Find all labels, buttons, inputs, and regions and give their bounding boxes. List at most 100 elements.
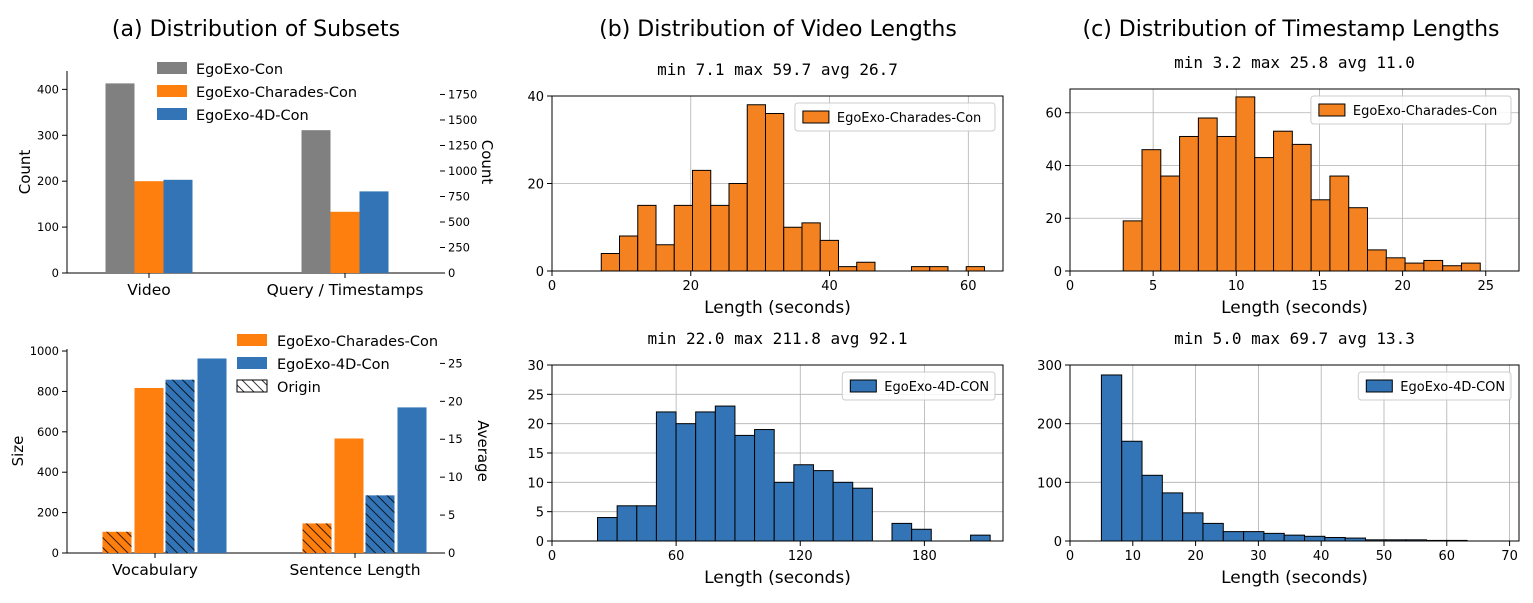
y-tick-label: 100 xyxy=(1037,476,1062,491)
chart-video-lengths-4d: min 22.0 max 211.8 avg 92.1 0 60 120 180 0 5 10… xyxy=(527,329,1004,588)
y-tick-label-right: 5 xyxy=(448,508,455,522)
legend-label: Origin xyxy=(277,380,321,396)
histogram-bar xyxy=(1304,535,1326,542)
legend-label: EgoExo-4D-Con xyxy=(196,108,309,124)
x-axis-label: Length (seconds) xyxy=(704,568,851,588)
y-tick-label: 200 xyxy=(1037,418,1062,433)
x-axis-label: Length (seconds) xyxy=(704,298,851,318)
bar xyxy=(334,438,364,553)
x-tick-label: 0 xyxy=(1066,549,1074,564)
y-tick-label: 0 xyxy=(52,546,59,560)
histogram-bar xyxy=(636,505,657,542)
histogram-bar xyxy=(1202,522,1224,542)
y-tick-label: 10 xyxy=(527,476,544,491)
histogram-bar xyxy=(1273,130,1293,272)
histogram-bar xyxy=(837,266,858,272)
histogram-bar xyxy=(1235,96,1256,272)
legend-swatch xyxy=(157,62,187,74)
y-tick-label: 600 xyxy=(37,425,59,439)
legend-swatch xyxy=(157,108,187,120)
legend-swatch xyxy=(1318,103,1346,117)
chart-timestamp-lengths-charades: min 3.2 max 25.8 avg 11.0 0 5 10 15 20 25 0 20 40… xyxy=(1045,53,1520,318)
histogram-bar xyxy=(773,481,795,542)
legend-swatch xyxy=(849,379,877,393)
histogram-bar xyxy=(852,487,873,542)
y-tick-label: 40 xyxy=(527,90,544,105)
x-tick-label: 60 xyxy=(1439,549,1456,564)
histogram-bar xyxy=(619,235,639,272)
histogram-bar xyxy=(616,505,638,542)
legend-swatch xyxy=(802,110,830,124)
histogram-bar xyxy=(1324,536,1346,542)
y-tick-label-right: 10 xyxy=(448,470,463,484)
x-tick-label: 0 xyxy=(1066,279,1074,294)
bar-hatch xyxy=(302,523,332,553)
x-axis-label: Length (seconds) xyxy=(1221,568,1368,588)
histogram-bar xyxy=(675,423,697,542)
histogram-bar xyxy=(692,169,712,272)
chart-subtitle: min 5.0 max 69.7 avg 13.3 xyxy=(1174,329,1415,348)
x-tick-label: 25 xyxy=(1477,279,1494,294)
y-tick-label-right: 1000 xyxy=(448,164,477,178)
x-tick-label: 40 xyxy=(1313,549,1330,564)
legend-swatch xyxy=(157,85,187,97)
x-tick-label: 20 xyxy=(1394,279,1411,294)
x-tick-label: 40 xyxy=(821,279,838,294)
x-tick-label: Vocabulary xyxy=(112,561,198,579)
y-axis-label-right: Count xyxy=(478,140,496,185)
plot-frame xyxy=(1069,88,1520,272)
chart-subtitle: min 22.0 max 211.8 avg 92.1 xyxy=(647,329,907,348)
y-tick-label-right: 15 xyxy=(448,432,463,446)
legend-swatch xyxy=(237,334,267,346)
y-tick-label-right: 1750 xyxy=(448,87,477,101)
y-tick-label: 15 xyxy=(527,447,544,462)
y-axis-label-right: Average xyxy=(474,420,492,482)
legend-label: EgoExo-Charades-Con xyxy=(196,85,357,101)
histogram-bar xyxy=(1310,199,1331,272)
histogram-bar xyxy=(754,429,775,542)
x-tick-label: 120 xyxy=(788,549,813,564)
histogram-bar xyxy=(1160,175,1181,272)
histogram-bar xyxy=(1348,207,1369,272)
y-tick-label: 200 xyxy=(37,506,59,520)
x-tick-label: 15 xyxy=(1311,279,1328,294)
histogram-bar xyxy=(819,239,839,272)
y-tick-label: 400 xyxy=(37,82,59,96)
y-tick-label-right: 0 xyxy=(448,546,455,560)
y-tick-label: 800 xyxy=(37,384,59,398)
x-axis-label: Length (seconds) xyxy=(1221,298,1368,318)
bar xyxy=(105,83,135,274)
title-b: (b) Distribution of Video Lengths xyxy=(599,17,957,42)
y-tick-label-right: 1250 xyxy=(448,138,477,152)
x-tick-label: 20 xyxy=(1187,549,1204,564)
legend-label: EgoExo-Con xyxy=(196,62,283,78)
x-tick-label: 0 xyxy=(548,279,556,294)
histogram-bar xyxy=(970,534,991,542)
histogram-bar xyxy=(673,204,694,272)
histogram-bar xyxy=(710,204,730,272)
bar xyxy=(330,211,360,273)
y-tick-label: 20 xyxy=(1045,212,1062,227)
histogram-bar xyxy=(655,411,677,542)
histogram-bar xyxy=(1442,265,1462,272)
histogram-bar xyxy=(637,204,657,272)
histogram-bar xyxy=(1216,135,1237,272)
y-tick-label: 20 xyxy=(527,178,544,193)
histogram-bar xyxy=(965,266,985,272)
chart-timestamp-lengths-4d: min 5.0 max 69.7 avg 13.3 0 10 20 30 40 50 60 70… xyxy=(1037,329,1520,588)
bar xyxy=(359,191,389,273)
histogram-bar xyxy=(600,253,621,272)
histogram-bar xyxy=(1291,143,1312,272)
bar xyxy=(134,387,164,553)
y-tick-label: 0 xyxy=(1054,265,1062,280)
x-tick-label: 10 xyxy=(1125,549,1142,564)
bar-hatch xyxy=(165,379,195,553)
histogram-bar xyxy=(1263,532,1285,542)
x-tick-label: 70 xyxy=(1501,549,1518,564)
histogram-bar xyxy=(734,434,756,542)
histogram-bar xyxy=(746,104,766,272)
chart-video-lengths-charades: min 7.1 max 59.7 avg 26.7 0 20 40 60 0 20 40 Len… xyxy=(527,60,1004,318)
histogram-bar xyxy=(728,183,748,272)
y-tick-label: 25 xyxy=(527,388,544,403)
